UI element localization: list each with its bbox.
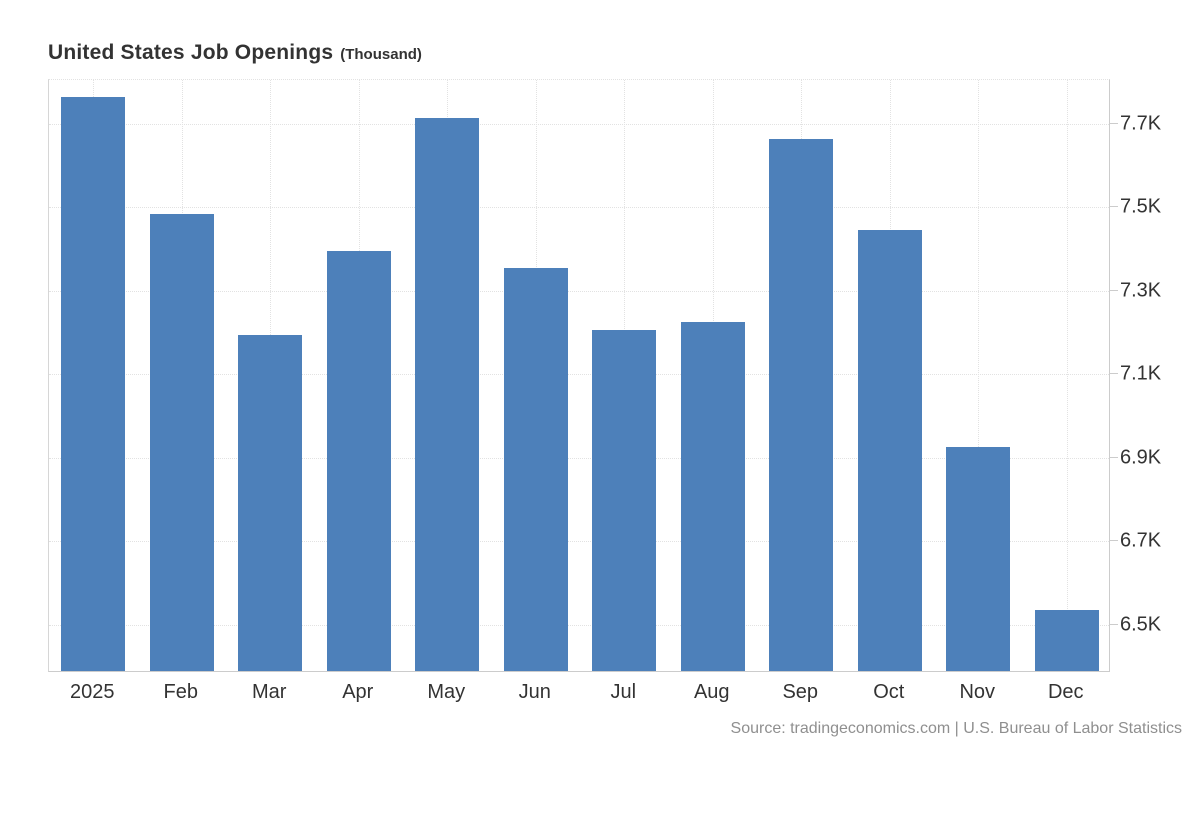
bar-jul[interactable] xyxy=(592,330,657,671)
v-gridline xyxy=(978,80,980,671)
bar-may[interactable] xyxy=(415,117,480,671)
y-axis-tick xyxy=(1110,289,1118,291)
y-tick-label: 7.1K xyxy=(1120,362,1162,385)
h-gridline xyxy=(49,207,1109,209)
x-tick-label: Mar xyxy=(252,681,287,703)
bar-jun[interactable] xyxy=(503,267,568,671)
h-gridline xyxy=(49,374,1109,376)
x-tick-label: Nov xyxy=(959,681,996,703)
x-tick-label: Jun xyxy=(518,681,551,703)
x-tick-label: Apr xyxy=(342,681,374,703)
x-tick-label: Sep xyxy=(782,681,819,703)
y-tick-label: 6.9K xyxy=(1120,446,1162,469)
plot-area xyxy=(48,79,1110,672)
bar-aug[interactable] xyxy=(680,322,745,671)
source-credit: Source: tradingeconomics.com | U.S. Bure… xyxy=(730,720,1182,737)
bar-dec[interactable] xyxy=(1034,610,1099,671)
chart-title-unit: (Thousand) xyxy=(340,46,422,63)
bar-mar[interactable] xyxy=(238,334,303,671)
bar-2025[interactable] xyxy=(61,96,126,671)
y-axis-tick xyxy=(1110,623,1118,625)
h-gridline xyxy=(49,541,1109,543)
y-axis-tick xyxy=(1110,373,1118,375)
y-tick-label: 6.5K xyxy=(1120,613,1162,636)
bar-sep[interactable] xyxy=(769,138,834,671)
h-gridline xyxy=(49,624,1109,626)
y-tick-label: 7.5K xyxy=(1120,195,1162,218)
v-gridline xyxy=(1066,80,1068,671)
y-tick-label: 7.3K xyxy=(1120,279,1162,302)
x-tick-label: Oct xyxy=(873,681,905,703)
chart-title: United States Job Openings xyxy=(48,41,334,64)
h-gridline xyxy=(49,290,1109,292)
x-tick-label: May xyxy=(427,681,466,703)
bar-nov[interactable] xyxy=(946,447,1011,671)
x-tick-label: Dec xyxy=(1047,681,1084,703)
y-axis-tick xyxy=(1110,122,1118,124)
h-gridline xyxy=(49,457,1109,459)
bar-oct[interactable] xyxy=(857,230,922,671)
bar-feb[interactable] xyxy=(149,213,214,671)
x-tick-label: Jul xyxy=(610,681,637,703)
y-axis-tick xyxy=(1110,540,1118,542)
y-tick-label: 7.7K xyxy=(1120,112,1162,135)
x-tick-label: 2025 xyxy=(70,681,115,703)
x-tick-label: Aug xyxy=(693,681,730,703)
y-axis-tick xyxy=(1110,206,1118,208)
h-gridline xyxy=(49,123,1109,125)
y-tick-label: 6.7K xyxy=(1120,529,1162,552)
x-tick-label: Feb xyxy=(163,681,198,703)
bar-apr[interactable] xyxy=(326,251,391,671)
y-axis-tick xyxy=(1110,456,1118,458)
chart-title-row: United States Job Openings (Thousand) xyxy=(48,41,422,65)
